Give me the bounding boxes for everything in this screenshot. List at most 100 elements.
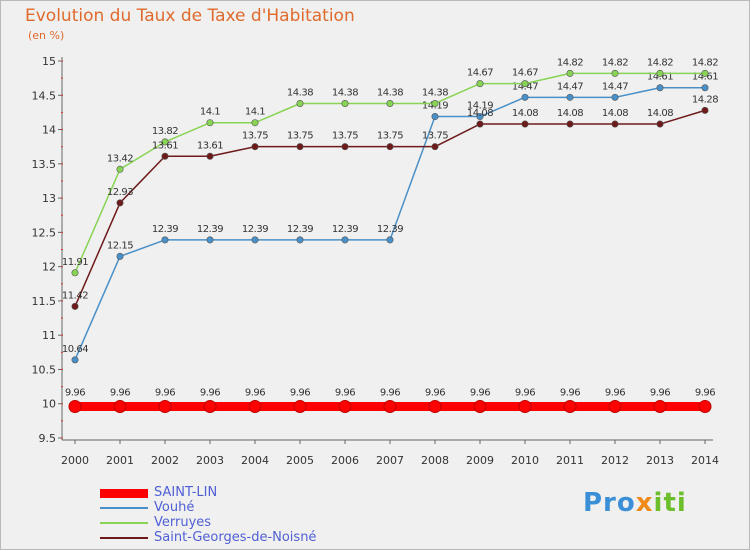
brand-logo-part: x — [635, 488, 654, 518]
x-tick-label: 2013 — [646, 454, 674, 467]
data-point — [161, 236, 169, 244]
data-point — [521, 120, 529, 128]
data-label: 12.39 — [242, 224, 268, 235]
data-point — [611, 69, 619, 77]
legend-swatch — [100, 489, 148, 498]
data-point — [476, 80, 484, 88]
data-label: 14.82 — [557, 57, 583, 68]
data-label: 9.96 — [515, 387, 535, 398]
brand-logo-part: Pro — [583, 488, 636, 518]
data-point — [566, 93, 574, 101]
x-tick-label: 2004 — [241, 454, 269, 467]
brand-logo-part: iti — [653, 488, 687, 518]
data-label: 13.75 — [242, 131, 268, 142]
data-label: 12.15 — [107, 240, 133, 251]
data-point — [296, 236, 304, 244]
data-label: 13.82 — [152, 126, 178, 137]
data-point — [341, 99, 349, 107]
data-label: 13.75 — [332, 131, 358, 142]
data-label: 14.1 — [245, 107, 265, 118]
data-label: 12.93 — [107, 187, 133, 198]
data-label: 13.61 — [152, 140, 178, 151]
data-point — [698, 399, 712, 413]
data-point — [656, 120, 664, 128]
data-label: 14.08 — [602, 108, 628, 119]
data-label: 9.96 — [425, 387, 445, 398]
data-point — [206, 119, 214, 127]
data-label: 13.75 — [377, 131, 403, 142]
data-label: 14.08 — [647, 108, 673, 119]
data-point — [563, 399, 577, 413]
data-label: 13.61 — [197, 140, 223, 151]
data-label: 14.38 — [377, 87, 403, 98]
y-tick-label: 9.5 — [39, 432, 57, 445]
data-label: 14.47 — [602, 81, 628, 92]
data-point — [251, 143, 259, 151]
data-label: 14.82 — [602, 57, 628, 68]
data-point — [386, 143, 394, 151]
y-tick-label: 11 — [42, 329, 56, 342]
data-point — [293, 399, 307, 413]
data-point — [341, 236, 349, 244]
data-point — [71, 269, 79, 277]
x-tick-label: 2009 — [466, 454, 494, 467]
y-tick-label: 11.5 — [32, 295, 57, 308]
data-point — [566, 120, 574, 128]
x-tick-label: 2001 — [106, 454, 134, 467]
x-tick-label: 2000 — [61, 454, 89, 467]
data-point — [161, 152, 169, 160]
chart-unit-label: (en %) — [28, 29, 65, 42]
legend-label: SAINT-LIN — [154, 485, 218, 500]
data-label: 14.19 — [467, 101, 493, 112]
data-label: 12.39 — [152, 224, 178, 235]
data-point — [518, 399, 532, 413]
data-point — [296, 99, 304, 107]
data-label: 13.75 — [422, 131, 448, 142]
chart-title: Evolution du Taux de Taxe d'Habitation — [25, 6, 355, 26]
data-label: 9.96 — [605, 387, 625, 398]
x-tick-label: 2014 — [691, 454, 719, 467]
data-label: 13.75 — [287, 131, 313, 142]
y-tick-label: 13.5 — [32, 158, 57, 171]
data-point — [521, 80, 529, 88]
data-label: 9.96 — [245, 387, 265, 398]
data-point — [206, 152, 214, 160]
data-point — [701, 69, 709, 77]
data-label: 12.39 — [287, 224, 313, 235]
data-point — [203, 399, 217, 413]
data-label: 9.96 — [470, 387, 490, 398]
data-label: 14.38 — [422, 87, 448, 98]
legend-label: Vouhé — [154, 500, 195, 515]
data-label: 11.91 — [62, 257, 88, 268]
data-point — [251, 119, 259, 127]
y-tick-label: 14 — [42, 124, 56, 137]
legend-label: Verruyes — [154, 515, 212, 530]
data-point — [116, 165, 124, 173]
data-point — [68, 399, 82, 413]
data-point — [113, 399, 127, 413]
data-point — [611, 93, 619, 101]
data-label: 9.96 — [290, 387, 310, 398]
data-point — [611, 120, 619, 128]
data-point — [476, 120, 484, 128]
data-label: 14.1 — [200, 107, 220, 118]
data-label: 14.61 — [647, 72, 673, 83]
data-point — [116, 199, 124, 207]
data-point — [248, 399, 262, 413]
x-tick-label: 2003 — [196, 454, 224, 467]
y-tick-label: 12 — [42, 261, 56, 274]
data-label: 14.38 — [332, 87, 358, 98]
data-label: 9.96 — [695, 387, 715, 398]
data-label: 14.08 — [557, 108, 583, 119]
data-label: 9.96 — [650, 387, 670, 398]
y-tick-label: 10.5 — [32, 363, 57, 376]
legend-swatch — [100, 522, 148, 524]
data-point — [566, 69, 574, 77]
data-label: 12.39 — [377, 224, 403, 235]
y-tick-label: 15 — [42, 55, 56, 68]
data-label: 12.39 — [197, 224, 223, 235]
y-tick-label: 10 — [42, 398, 56, 411]
data-label: 14.38 — [287, 87, 313, 98]
y-tick-label: 13 — [42, 192, 56, 205]
